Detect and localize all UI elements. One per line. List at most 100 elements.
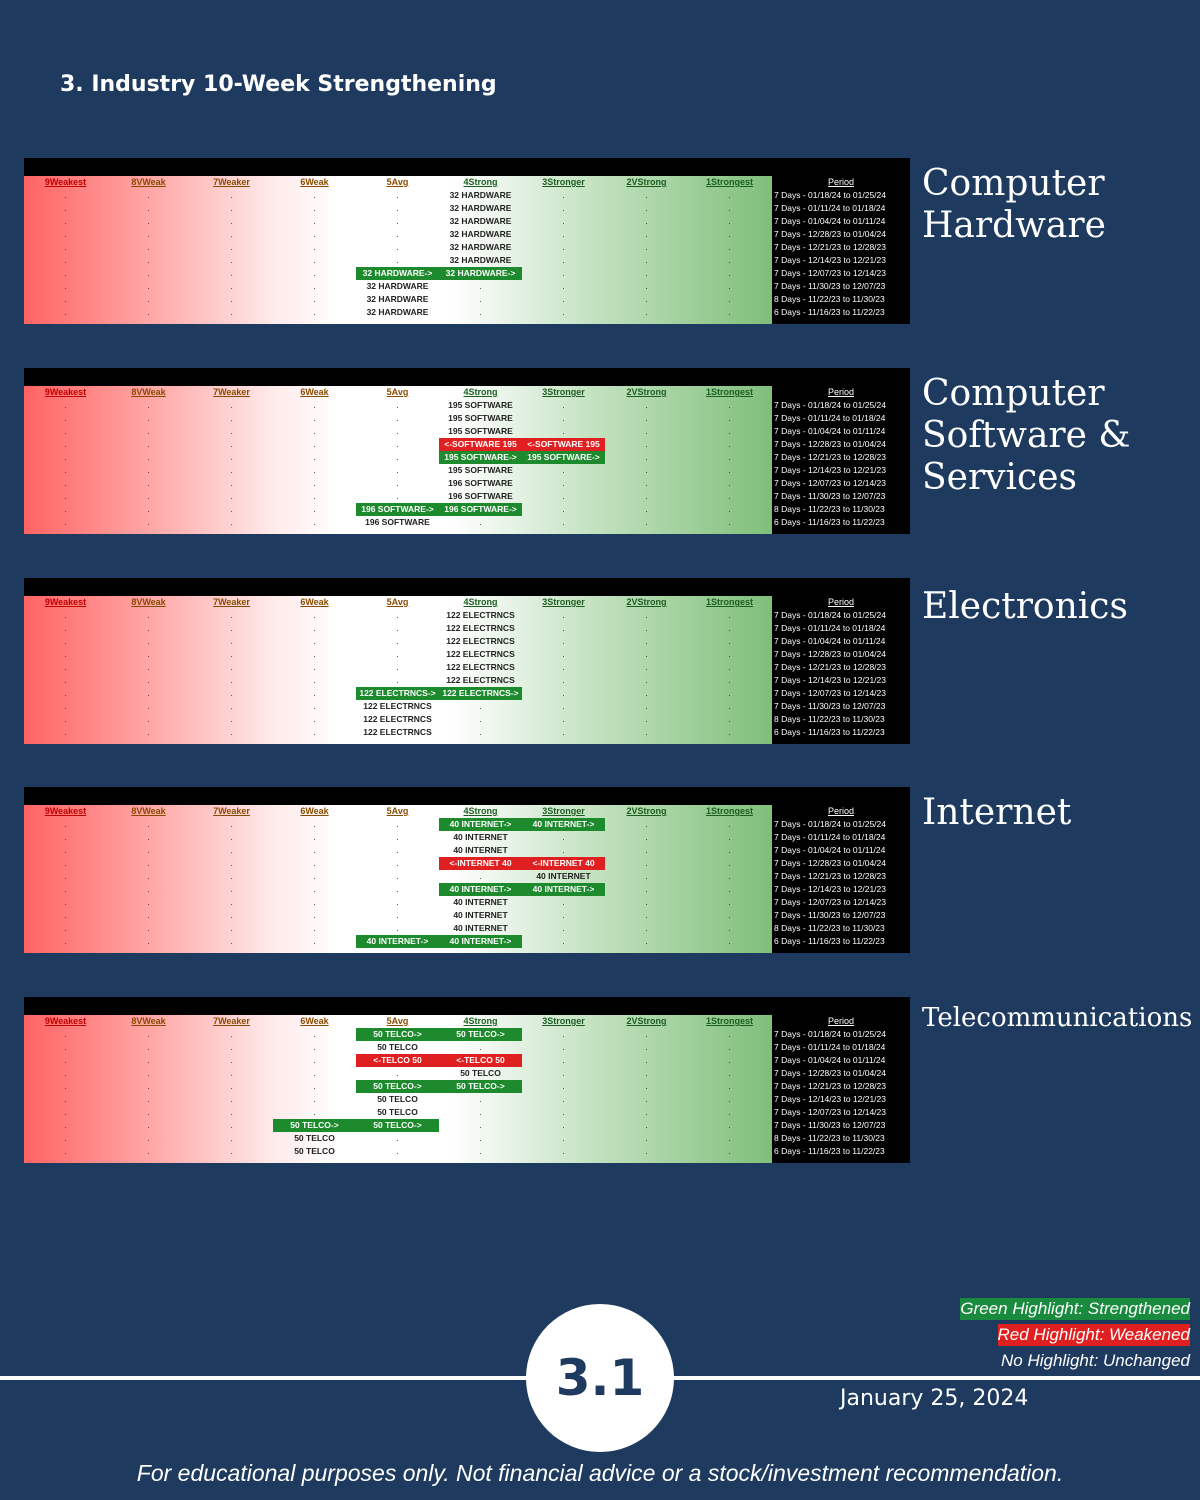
empty-cell: . xyxy=(147,1120,150,1130)
empty-cell: . xyxy=(64,400,67,410)
empty-cell: . xyxy=(147,517,150,527)
empty-cell: . xyxy=(396,832,399,842)
period-cell: 8 Days - 11/22/23 to 11/30/23 xyxy=(774,294,885,304)
empty-cell: . xyxy=(728,517,731,527)
empty-cell: . xyxy=(230,649,233,659)
empty-cell: . xyxy=(147,216,150,226)
empty-cell: . xyxy=(313,465,316,475)
empty-cell: . xyxy=(479,1094,482,1104)
empty-cell: . xyxy=(728,307,731,317)
empty-cell: . xyxy=(313,871,316,881)
empty-cell: . xyxy=(147,832,150,842)
empty-cell: . xyxy=(230,1081,233,1091)
empty-cell: . xyxy=(147,819,150,829)
empty-cell: . xyxy=(230,1055,233,1065)
empty-cell: . xyxy=(313,714,316,724)
industry-cell: 40 INTERNET xyxy=(453,832,508,842)
empty-cell: . xyxy=(313,819,316,829)
empty-cell: . xyxy=(728,439,731,449)
empty-cell: . xyxy=(645,662,648,672)
empty-cell: . xyxy=(479,1133,482,1143)
industry-label-line: Computer xyxy=(922,163,1105,204)
empty-cell: . xyxy=(728,1081,731,1091)
period-header: Period xyxy=(827,177,854,187)
empty-cell: . xyxy=(147,636,150,646)
empty-cell: . xyxy=(562,1120,565,1130)
empty-cell: . xyxy=(562,517,565,527)
empty-cell: . xyxy=(562,662,565,672)
period-cell: 7 Days - 12/14/23 to 12/21/23 xyxy=(774,465,886,475)
empty-cell: . xyxy=(147,491,150,501)
empty-cell: . xyxy=(728,203,731,213)
empty-cell: . xyxy=(728,491,731,501)
table-row: ..... 122 ELECTRNCS... xyxy=(24,609,772,622)
empty-cell: . xyxy=(313,1081,316,1091)
industry-cell: 50 TELCO-> xyxy=(273,1119,356,1132)
column-header: 3Stronger xyxy=(542,1016,585,1026)
table-row: .... 50 TELCO.... xyxy=(24,1041,772,1054)
period-column: Period 7 Days - 01/18/24 to 01/25/24 7 Day… xyxy=(772,1015,910,1163)
empty-cell: . xyxy=(645,1081,648,1091)
industry-cell: 195 SOFTWARE-> xyxy=(522,451,605,464)
empty-cell: . xyxy=(645,478,648,488)
period-header: Period xyxy=(827,1016,854,1026)
empty-cell: . xyxy=(64,190,67,200)
empty-cell: . xyxy=(562,400,565,410)
empty-cell: . xyxy=(147,1068,150,1078)
empty-cell: . xyxy=(728,452,731,462)
empty-cell: . xyxy=(645,910,648,920)
empty-cell: . xyxy=(313,845,316,855)
period-cell: 7 Days - 12/21/23 to 12/28/23 xyxy=(774,662,886,672)
empty-cell: . xyxy=(313,1042,316,1052)
column-header: 5Avg xyxy=(386,597,409,607)
table-row: .... 32 HARDWARE-> 32 HARDWARE->... xyxy=(24,267,772,280)
empty-cell: . xyxy=(396,636,399,646)
empty-cell: . xyxy=(562,216,565,226)
table-row: ..... <-INTERNET 40 <-INTERNET 40.. xyxy=(24,857,772,870)
period-cell: 7 Days - 01/04/24 to 01/11/24 xyxy=(774,426,886,436)
empty-cell: . xyxy=(64,871,67,881)
empty-cell: . xyxy=(728,1042,731,1052)
table-row: ..... 195 SOFTWARE... xyxy=(24,464,772,477)
empty-cell: . xyxy=(728,936,731,946)
empty-cell: . xyxy=(562,1133,565,1143)
industry-cell: 196 SOFTWARE-> xyxy=(439,503,522,516)
industry-cell: <-TELCO 50 xyxy=(439,1054,522,1067)
industry-cell: 40 INTERNET xyxy=(453,845,508,855)
industry-cell: 40 INTERNET-> xyxy=(356,935,439,948)
column-header: 4Strong xyxy=(463,177,498,187)
table-row: ..... 40 INTERNET... xyxy=(24,909,772,922)
industry-cell: 32 HARDWARE xyxy=(449,216,512,226)
empty-cell: . xyxy=(147,675,150,685)
empty-cell: . xyxy=(64,610,67,620)
empty-cell: . xyxy=(645,439,648,449)
table-row: ...... 40 INTERNET.. xyxy=(24,870,772,883)
panel-topbar xyxy=(24,997,910,1015)
period-cell: 7 Days - 11/30/23 to 12/07/23 xyxy=(774,491,886,501)
column-header: 7Weaker xyxy=(213,1016,250,1026)
empty-cell: . xyxy=(64,910,67,920)
empty-cell: . xyxy=(230,714,233,724)
empty-cell: . xyxy=(645,413,648,423)
period-cell: 7 Days - 12/14/23 to 12/21/23 xyxy=(774,675,886,685)
industry-cell: <-SOFTWARE 195 xyxy=(439,438,522,451)
empty-cell: . xyxy=(64,452,67,462)
industry-label: Internet xyxy=(922,792,1071,834)
empty-cell: . xyxy=(645,610,648,620)
empty-cell: . xyxy=(396,649,399,659)
empty-cell: . xyxy=(313,426,316,436)
empty-cell: . xyxy=(313,400,316,410)
period-cell: 7 Days - 01/18/24 to 01/25/24 xyxy=(774,610,886,620)
empty-cell: . xyxy=(562,1029,565,1039)
empty-cell: . xyxy=(313,636,316,646)
table-row: ..... 195 SOFTWARE... xyxy=(24,425,772,438)
empty-cell: . xyxy=(64,675,67,685)
empty-cell: . xyxy=(64,491,67,501)
disclaimer: For educational purposes only. Not finan… xyxy=(136,1460,1064,1486)
empty-cell: . xyxy=(645,307,648,317)
empty-cell: . xyxy=(396,255,399,265)
industry-cell: 32 HARDWARE xyxy=(366,281,429,291)
empty-cell: . xyxy=(728,294,731,304)
empty-cell: . xyxy=(396,426,399,436)
empty-cell: . xyxy=(562,426,565,436)
